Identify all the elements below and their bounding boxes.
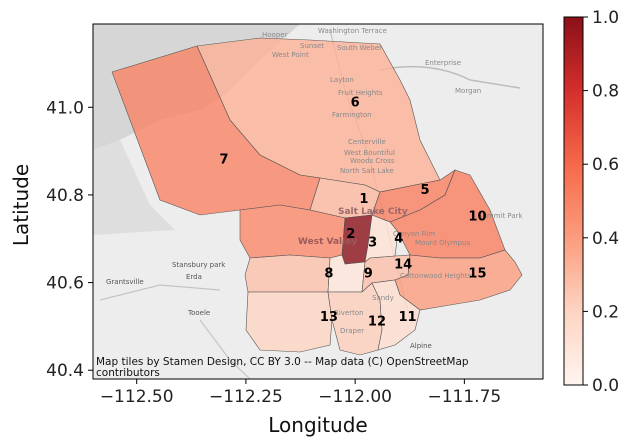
place-tooele: Tooele [187,309,210,317]
region-label-8: 8 [324,266,333,281]
x-axis-ticks: −112.50 −112.25 −112.00 −111.75 [100,379,501,407]
region-label-2: 2 [346,227,355,242]
y-tick-label: 40.6 [46,274,84,294]
place-canyon-rim: Canyon Rim [393,230,436,238]
place-sunset: Sunset [300,42,324,50]
y-tick-label: 40.8 [46,186,84,206]
region-label-11: 11 [399,310,417,325]
x-tick-label: −112.00 [318,387,392,407]
region-8 [244,254,331,293]
place-woods-cross: Woods Cross [350,157,395,165]
region-label-13: 13 [320,310,338,325]
place-hooper: Hooper [262,31,288,39]
y-tick-label: 40.4 [46,361,84,381]
place-west-point: West Point [272,51,309,59]
colorbar-ticks: 0.0 0.2 0.4 0.6 0.8 1.0 [583,8,619,396]
y-axis-ticks: 40.4 40.6 40.8 41.0 [46,98,93,381]
place-cottonwood-heights: Cottonwood Heights [400,272,471,280]
region-label-1: 1 [359,192,368,207]
basemap-place-labels: Hooper Washington Terrace West Point Sun… [106,27,524,350]
x-tick-label: −112.25 [209,387,283,407]
place-enterprise: Enterprise [425,59,461,67]
place-layton: Layton [330,76,354,84]
y-axis-label: Latitude [9,164,33,246]
region-label-7: 7 [220,152,229,167]
region-label-6: 6 [351,95,360,110]
region-label-12: 12 [368,315,386,330]
place-morgan: Morgan [455,87,481,95]
place-riverton: Riverton [334,309,364,317]
region-11 [371,279,421,351]
colorbar-tick-label: 0.6 [592,155,619,175]
place-north-salt-lake: North Salt Lake [340,167,394,175]
colorbar-tick-label: 0.4 [592,229,619,249]
x-axis-label: Longitude [268,413,367,437]
place-centerville: Centerville [348,138,386,146]
colorbar-tick-label: 0.8 [592,82,619,102]
colorbar-tick-label: 0.2 [592,302,619,322]
region-13 [245,291,333,353]
axes-frame [92,23,544,380]
region-label-15: 15 [468,266,486,281]
y-tick-label: 41.0 [46,98,84,118]
region-label-5: 5 [421,183,430,198]
western-road [99,284,221,301]
place-sandy: Sandy [372,294,394,302]
place-farmington: Farmington [332,111,372,119]
place-west-valley: West Valley [298,237,357,247]
county-regions [111,37,523,356]
tooele-road [199,319,251,379]
place-summit-park: Summit Park [478,212,524,220]
place-alpine: Alpine [410,342,432,350]
colorbar [563,16,584,386]
colorbar-tick-label: 0.0 [592,376,619,396]
attribution-line-1: Map tiles by Stamen Design, CC BY 3.0 --… [96,356,472,379]
region-label-10: 10 [468,209,486,224]
x-tick-label: −111.75 [427,387,501,407]
colorbar-tick-label: 1.0 [592,8,619,28]
place-draper: Draper [340,327,364,335]
region-label-3: 3 [368,236,377,251]
place-washington-terrace: Washington Terrace [318,27,387,35]
x-tick-label: −112.50 [100,387,174,407]
place-west-bountiful: West Bountiful [344,149,395,157]
place-erda: Erda [186,273,202,281]
region-label-4: 4 [394,231,403,246]
region-label-14: 14 [394,258,412,273]
lake-shore [93,140,175,235]
place-fruit-heights: Fruit Heights [338,89,383,97]
place-stansbury-park: Stansbury park [172,261,226,269]
place-south-weber: South Weber [337,44,382,52]
place-salt-lake-city: Salt Lake City [338,207,408,217]
place-mount-olympus: Mount Olympus [415,239,470,247]
place-grantsville: Grantsville [106,278,144,286]
region-label-9: 9 [364,266,373,281]
